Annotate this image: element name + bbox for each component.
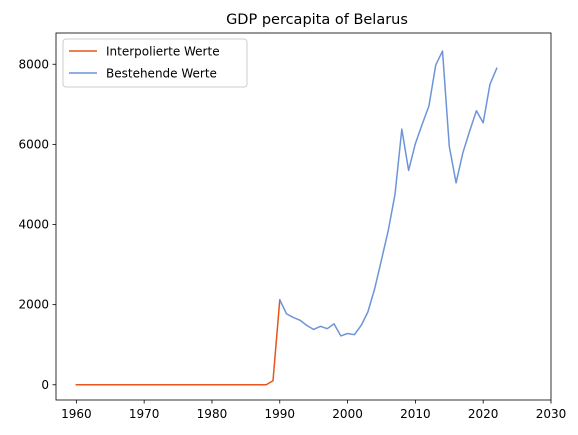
x-tick-label-0: 1960 bbox=[61, 407, 92, 421]
legend-label-1: Bestehende Werte bbox=[106, 67, 217, 81]
y-tick-label-1: 2000 bbox=[18, 298, 49, 312]
legend-label-0: Interpolierte Werte bbox=[106, 45, 220, 59]
chart-title: GDP percapita of Belarus bbox=[226, 12, 408, 28]
x-tick-label-5: 2010 bbox=[400, 407, 431, 421]
x-tick-label-4: 2000 bbox=[332, 407, 363, 421]
x-tick-label-6: 2020 bbox=[468, 407, 499, 421]
x-tick-label-2: 1980 bbox=[197, 407, 228, 421]
y-tick-label-4: 8000 bbox=[18, 57, 49, 71]
series-line-0 bbox=[75, 299, 281, 386]
axes-frame bbox=[55, 32, 552, 401]
series-layer bbox=[75, 50, 498, 386]
x-tick-label-1: 1970 bbox=[129, 407, 160, 421]
y-tick-label-0: 0 bbox=[41, 378, 49, 392]
legend: Interpolierte Werte Bestehende Werte bbox=[62, 38, 248, 88]
plot-background bbox=[56, 33, 551, 400]
y-tick-label-3: 6000 bbox=[18, 137, 49, 151]
x-tick-label-7: 2030 bbox=[536, 407, 567, 421]
axes: 1960 1970 1980 1990 2000 2010 2020 2030 0 2000 400… bbox=[18, 32, 567, 421]
legend-box bbox=[62, 38, 248, 88]
y-tick-label-2: 4000 bbox=[18, 218, 49, 232]
series-line-1 bbox=[278, 50, 498, 337]
plot-area bbox=[56, 33, 551, 400]
x-tick-label-3: 1990 bbox=[264, 407, 295, 421]
